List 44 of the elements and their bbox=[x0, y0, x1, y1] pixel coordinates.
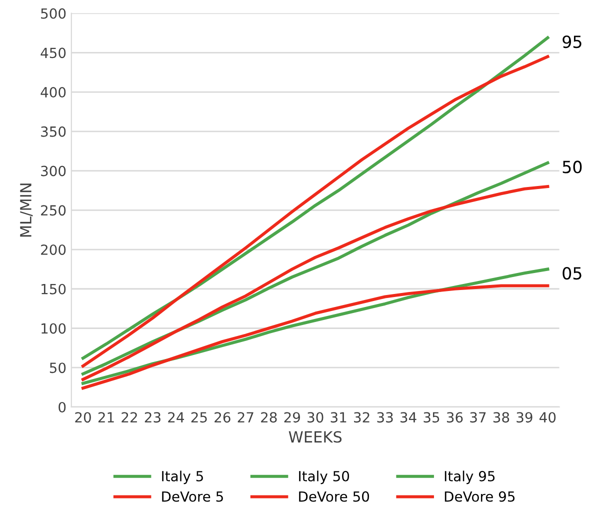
x-tick-label: 28 bbox=[261, 412, 277, 423]
x-tick-label: 21 bbox=[98, 412, 114, 422]
y-axis-title: ML/MIN bbox=[20, 184, 33, 237]
x-tick-label: 39 bbox=[516, 412, 532, 423]
y-tick-label: 50 bbox=[50, 362, 66, 374]
y-tick-label: 400 bbox=[40, 87, 66, 98]
legend-label: DeVore 95 bbox=[444, 491, 515, 502]
x-tick-label: 30 bbox=[308, 412, 324, 423]
y-tick-label: 200 bbox=[41, 244, 66, 255]
x-tick-label: 29 bbox=[284, 412, 300, 423]
y-tick-label: 350 bbox=[41, 126, 66, 137]
x-tick-label: 33 bbox=[377, 412, 393, 423]
legend-label: DeVore 50 bbox=[299, 491, 370, 502]
legend-label: DeVore 5 bbox=[162, 491, 223, 502]
y-tick-label: 500 bbox=[41, 8, 66, 19]
x-tick-label: 27 bbox=[238, 412, 254, 422]
line-series bbox=[81, 284, 550, 390]
x-tick-label: 32 bbox=[354, 412, 370, 423]
y-tick-label: 100 bbox=[42, 323, 66, 334]
x-axis-title: WEEKS bbox=[288, 431, 342, 443]
x-tick-label: 34 bbox=[400, 412, 416, 423]
legend-label: Italy 95 bbox=[444, 470, 495, 484]
text: 05 bbox=[562, 266, 582, 280]
x-tick-label: 31 bbox=[330, 412, 346, 423]
x-tick-label: 36 bbox=[446, 412, 463, 423]
y-tick-label: 250 bbox=[41, 205, 66, 216]
y-tick-label: 450 bbox=[40, 48, 66, 58]
x-tick-label: 25 bbox=[191, 412, 207, 423]
x-tick-label: 24 bbox=[168, 412, 184, 422]
x-tick-label: 20 bbox=[75, 412, 91, 423]
text: 95 bbox=[562, 35, 582, 48]
x-tick-label: 37 bbox=[470, 412, 486, 423]
y-tick-label: 300 bbox=[41, 166, 66, 176]
legend-label: Italy 5 bbox=[162, 470, 203, 484]
legend-label: Italy 50 bbox=[299, 470, 350, 484]
x-tick-label: 22 bbox=[122, 412, 137, 422]
x-tick-label: 23 bbox=[144, 412, 160, 423]
x-tick-label: 38 bbox=[493, 412, 510, 423]
text: 50 bbox=[562, 160, 582, 174]
x-tick-label: 40 bbox=[540, 412, 556, 423]
x-tick-label: 26 bbox=[214, 412, 230, 423]
x-tick-label: 35 bbox=[424, 412, 440, 423]
y-tick-label: 150 bbox=[42, 284, 66, 294]
y-tick-label: 0 bbox=[58, 402, 66, 412]
